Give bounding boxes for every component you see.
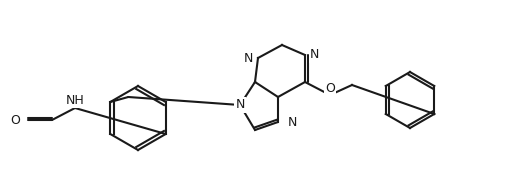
Text: N: N [288,115,297,128]
Text: NH: NH [65,94,85,107]
Text: N: N [235,98,244,111]
Text: O: O [10,113,20,126]
Text: N: N [310,48,319,61]
Text: N: N [243,51,253,64]
Text: O: O [325,83,335,96]
